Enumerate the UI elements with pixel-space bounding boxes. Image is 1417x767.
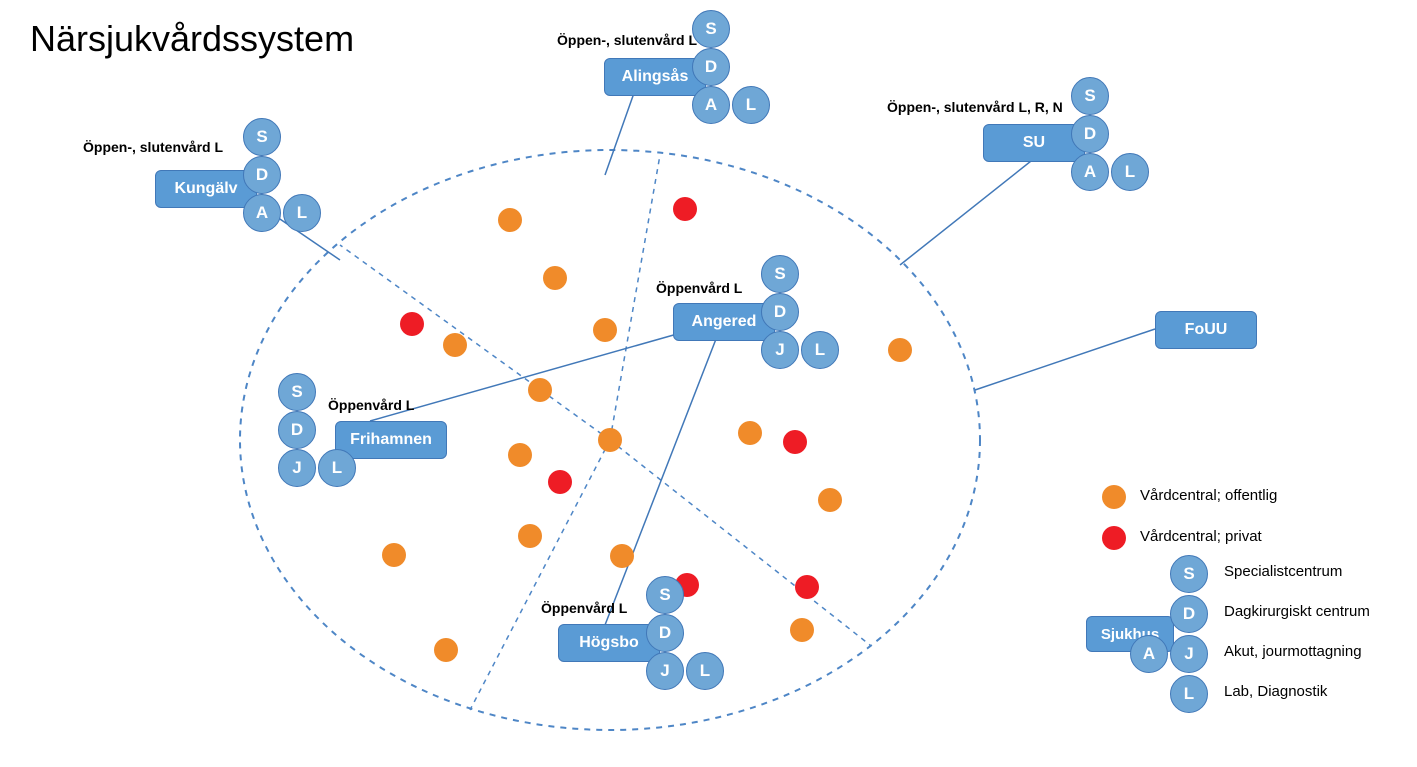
node-circle-su-s: S [1071,77,1109,115]
legend-circle-l: L [1170,675,1208,713]
dot-orange-6 [508,443,532,467]
node-label-hogsbo: Öppenvård L [541,600,627,616]
node-rect-hogsbo: Högsbo [558,624,660,662]
node-circle-frihamnen-j: J [278,449,316,487]
dot-orange-7 [382,543,406,567]
dot-orange-14 [888,338,912,362]
legend-circle-j: J [1170,635,1208,673]
node-circle-frihamnen-d: D [278,411,316,449]
dot-orange-3 [443,333,467,357]
dot-orange-8 [518,524,542,548]
node-circle-kungalv-d: D [243,156,281,194]
dot-orange-9 [610,544,634,568]
page-title: Närsjukvårdssystem [30,18,354,60]
dot-orange-12 [818,488,842,512]
node-circle-angered-j: J [761,331,799,369]
node-circle-alingsas-d: D [692,48,730,86]
dot-orange-1 [543,266,567,290]
dot-red-3 [783,430,807,454]
node-circle-hogsbo-d: D [646,614,684,652]
dot-red-0 [400,312,424,336]
dot-orange-2 [593,318,617,342]
node-circle-alingsas-a: A [692,86,730,124]
node-circle-kungalv-l: L [283,194,321,232]
legend-circle-a: A [1130,635,1168,673]
legend-circle-d: D [1170,595,1208,633]
legend-text-l: Lab, Diagnostik [1224,683,1327,700]
node-circle-hogsbo-j: J [646,652,684,690]
node-label-su: Öppen-, slutenvård L, R, N [887,99,1063,115]
legend-text-d: Dagkirurgiskt centrum [1224,603,1370,620]
legend-text-s: Specialistcentrum [1224,563,1342,580]
node-rect-su: SU [983,124,1085,162]
legend-text-orange: Vårdcentral; offentlig [1140,487,1277,504]
node-circle-su-l: L [1111,153,1149,191]
node-circle-alingsas-s: S [692,10,730,48]
node-label-frihamnen: Öppenvård L [328,397,414,413]
node-circle-angered-s: S [761,255,799,293]
node-circle-angered-d: D [761,293,799,331]
dot-orange-4 [528,378,552,402]
legend-dot-orange [1102,485,1126,509]
legend-text-j: Akut, jourmottagning [1224,643,1362,660]
dot-orange-11 [738,421,762,445]
node-rect-frihamnen: Frihamnen [335,421,447,459]
node-circle-kungalv-s: S [243,118,281,156]
node-circle-hogsbo-s: S [646,576,684,614]
node-label-kungalv: Öppen-, slutenvård L [83,139,223,155]
node-circle-kungalv-a: A [243,194,281,232]
node-circle-hogsbo-l: L [686,652,724,690]
node-rect-angered: Angered [673,303,775,341]
legend-dot-red [1102,526,1126,550]
dot-red-2 [548,470,572,494]
dot-orange-0 [498,208,522,232]
node-circle-frihamnen-l: L [318,449,356,487]
dot-orange-13 [790,618,814,642]
node-circle-alingsas-l: L [732,86,770,124]
node-rect-kungalv: Kungälv [155,170,257,208]
node-circle-angered-l: L [801,331,839,369]
node-circle-su-a: A [1071,153,1109,191]
node-rect-alingsas: Alingsås [604,58,706,96]
legend-circle-s: S [1170,555,1208,593]
node-rect-fouu: FoUU [1155,311,1257,349]
dot-red-1 [673,197,697,221]
node-label-angered: Öppenvård L [656,280,742,296]
node-circle-su-d: D [1071,115,1109,153]
node-label-alingsas: Öppen-, slutenvård L [557,32,697,48]
dot-red-5 [795,575,819,599]
node-circle-frihamnen-s: S [278,373,316,411]
dot-orange-10 [434,638,458,662]
dot-orange-5 [598,428,622,452]
legend-text-red: Vårdcentral; privat [1140,528,1262,545]
